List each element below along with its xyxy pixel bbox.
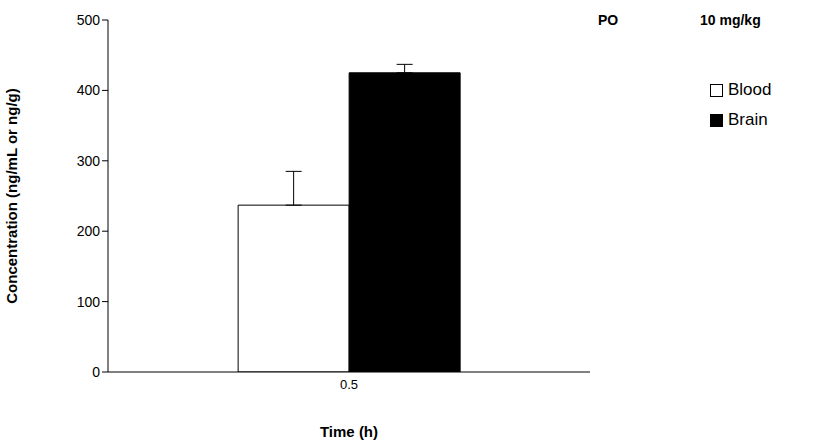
html-text:Blood: Blood [728, 80, 772, 99]
html-text:PO: PO [598, 12, 619, 28]
html-text:10 mg/kg: 10 mg/kg [700, 12, 761, 28]
svg-text:100: 100 [77, 294, 101, 310]
svg-text:500: 500 [77, 12, 101, 28]
svg-text:0: 0 [92, 364, 100, 380]
svg-text:200: 200 [77, 223, 101, 239]
svg-text:400: 400 [77, 82, 101, 98]
html-text:Brain: Brain [728, 110, 768, 129]
svg-text:300: 300 [77, 153, 101, 169]
svg-text:Concentration (ng/mL or ng/g): Concentration (ng/mL or ng/g) [8, 88, 20, 304]
svg-text:0.5: 0.5 [340, 377, 358, 392]
svg-text:Time (h): Time (h) [320, 423, 378, 440]
